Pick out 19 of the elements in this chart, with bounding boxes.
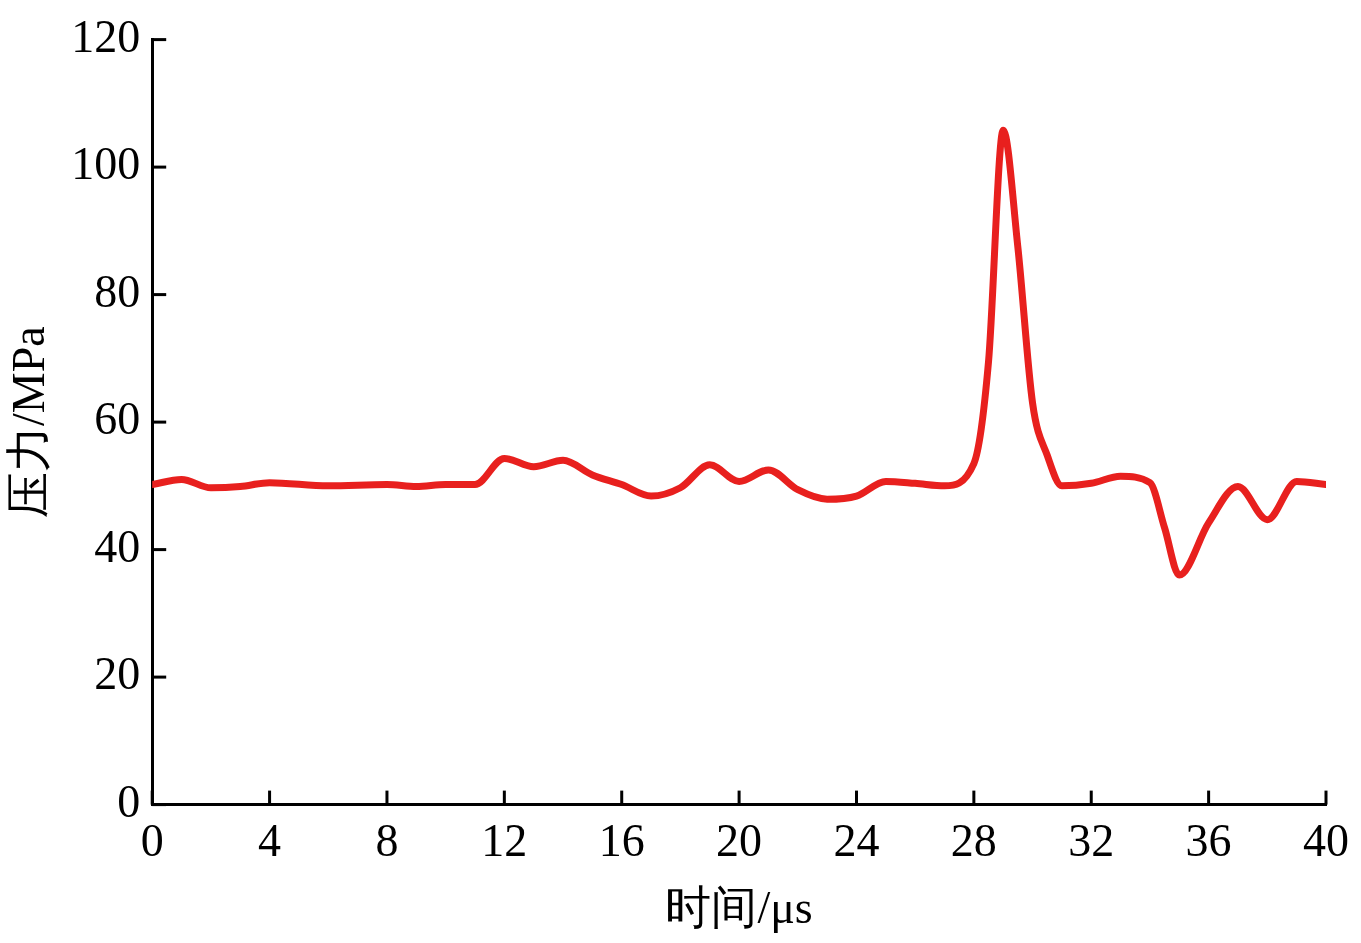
y-tick-label: 60 [94,393,141,445]
y-axis-title: 压力/MPa [2,326,54,518]
y-tick-label: 0 [117,775,141,827]
x-tick-label: 32 [1068,815,1115,867]
x-tick-label: 12 [481,815,528,867]
x-tick-label: 36 [1185,815,1232,867]
x-axis-title: 时间/μs [665,882,813,934]
x-tick-label: 16 [598,815,645,867]
y-tick-label: 100 [71,138,141,190]
x-tick-label: 20 [716,815,763,867]
x-tick-label: 28 [950,815,997,867]
y-tick-label: 80 [94,265,141,317]
y-tick-label: 20 [94,648,141,700]
x-tick-label: 40 [1303,815,1349,867]
x-tick-label: 24 [833,815,880,867]
y-tick-label: 40 [94,520,141,572]
x-tick-label: 8 [375,815,399,867]
y-tick-label: 120 [71,10,141,62]
x-tick-label: 4 [258,815,282,867]
